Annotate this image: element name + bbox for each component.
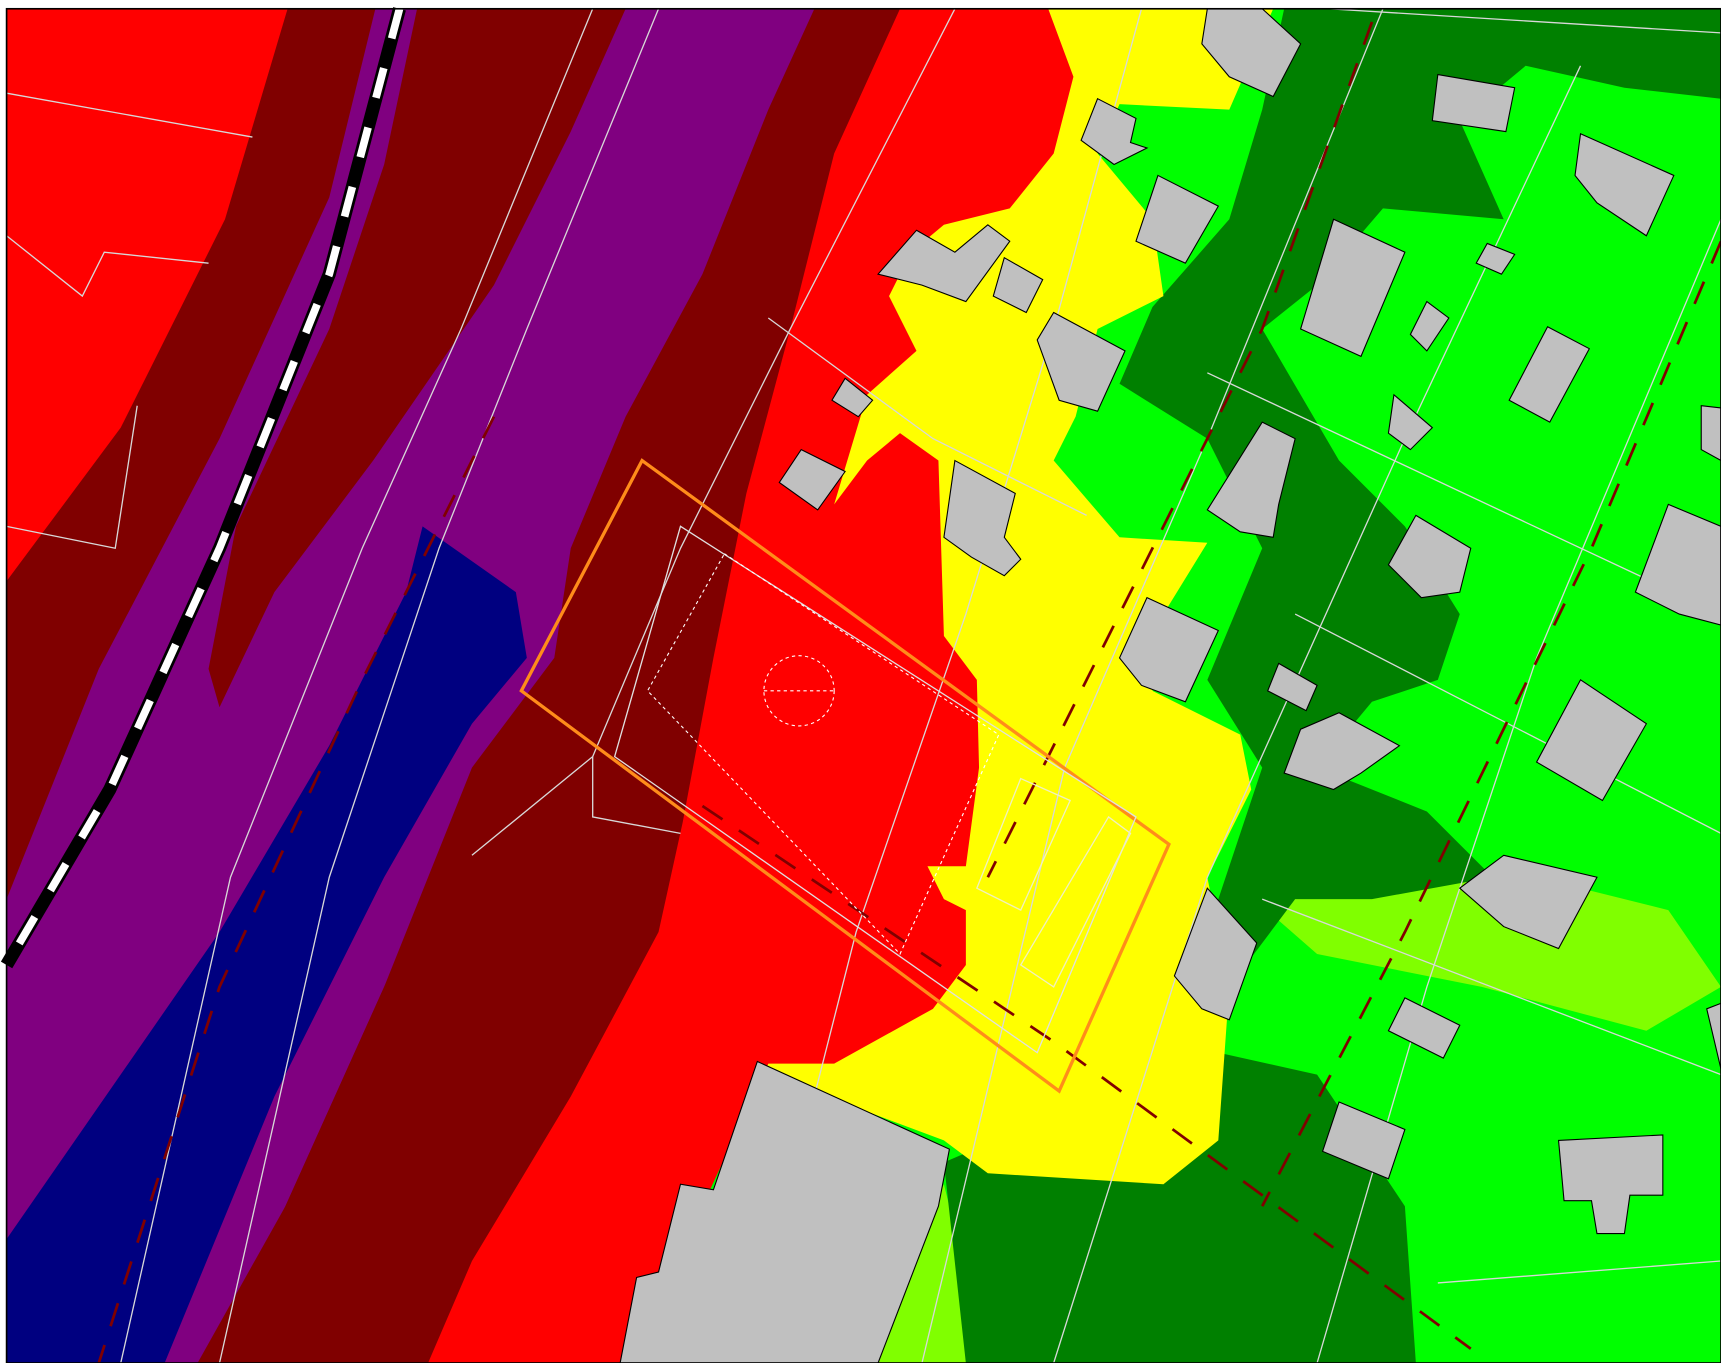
zone-darkred bbox=[6, 8, 376, 900]
parking bbox=[1019, 815, 1132, 988]
map-frame bbox=[0, 7, 1721, 1363]
zone-darkgreen bbox=[943, 8, 1721, 1363]
site-boundary bbox=[519, 458, 1171, 1094]
frame-border bbox=[5, 7, 1721, 1363]
road-centerlines bbox=[97, 21, 1721, 1363]
field bbox=[646, 552, 1000, 955]
site-outline bbox=[613, 525, 1137, 1054]
parcel-lines bbox=[6, 8, 1721, 1363]
zone-navy bbox=[6, 526, 527, 1363]
zone-darkred bbox=[208, 712, 615, 1363]
parking bbox=[976, 777, 1072, 912]
zone-red bbox=[6, 8, 288, 582]
center-circle bbox=[763, 655, 835, 727]
buildings bbox=[619, 8, 1721, 1363]
railway-dash bbox=[3, 7, 404, 967]
site-plan bbox=[519, 458, 1171, 1094]
